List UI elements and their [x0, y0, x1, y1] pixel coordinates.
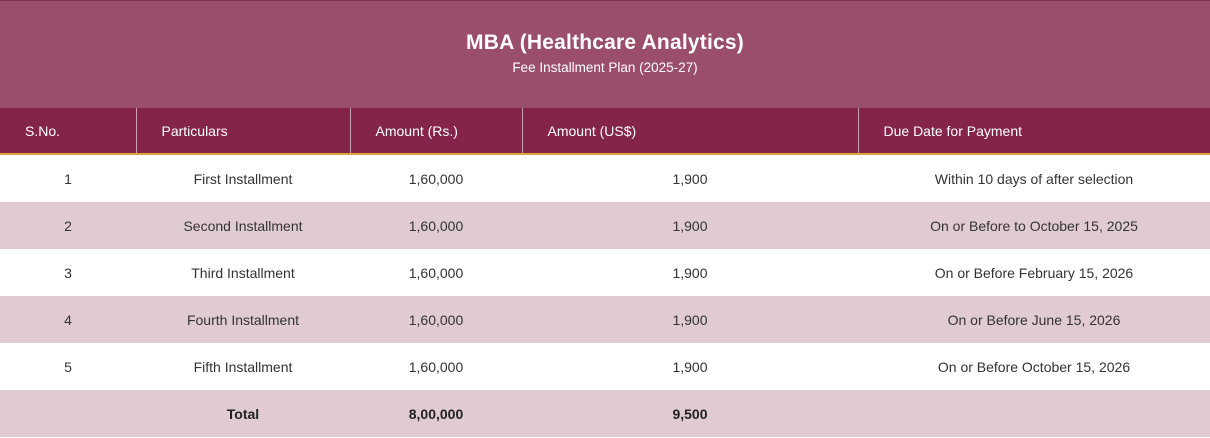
table-head: S.No. Particulars Amount (Rs.) Amount (US$)…: [0, 108, 1210, 155]
table-cell: 1,900: [522, 296, 858, 343]
banner: MBA (Healthcare Analytics) Fee Installme…: [0, 0, 1210, 108]
title: MBA (Healthcare Analytics): [466, 31, 744, 54]
table-cell: 1,900: [672, 264, 708, 281]
table-cell: First Installment: [193, 170, 293, 187]
header-row: S.No. Particulars Amount (Rs.) Amount (US$)…: [0, 108, 1210, 155]
table-cell: Fourth Installment: [136, 296, 350, 343]
table-cell: [0, 390, 136, 437]
table-cell: 4: [0, 296, 136, 343]
table-cell: On or Before June 15, 2026: [858, 296, 1210, 343]
table-body: 1 First Installment 1,60,000 1,900 Within 10…: [0, 154, 1210, 437]
table-row: 2 Second Installment 1,60,000 1,900 On or Be…: [0, 202, 1210, 249]
table-row: 4 Fourth Installment 1,60,000 1,900 On or Be…: [0, 296, 1210, 343]
column-header: Amount (Rs.): [349, 108, 522, 155]
fee-table: S.No. Particulars Amount (Rs.) Amount (US$)…: [0, 108, 1210, 437]
table-cell: Fifth Installment: [193, 358, 293, 375]
total-amount-usd: 9,500: [522, 390, 858, 437]
table-cell: 1,60,000: [408, 358, 464, 375]
table-cell: Within 10 days of after selection: [934, 170, 1134, 187]
table-cell: On or Before October 15, 2026: [937, 358, 1131, 375]
table-row: 3 Third Installment 1,60,000 1,900 On or Bef…: [0, 249, 1210, 296]
table-cell: 1,900: [522, 202, 858, 249]
table-cell: Third Installment: [191, 264, 295, 281]
table-cell: 1,900: [672, 170, 708, 187]
column-header: Particulars: [135, 108, 350, 155]
total-amount-rs: 8,00,000: [350, 390, 522, 437]
total-row: Total 8,00,000 9,500: [0, 390, 1210, 437]
total-label: Total: [136, 390, 350, 437]
table-cell: 1,60,000: [350, 296, 522, 343]
table-cell: 3: [64, 264, 72, 281]
table-cell: On or Before February 15, 2026: [934, 264, 1134, 281]
table-cell: 1,60,000: [350, 202, 522, 249]
table-row: 5 Fifth Installment 1,60,000 1,900 On or Bef…: [0, 343, 1210, 390]
column-header: Due Date for Payment: [857, 108, 1210, 155]
table-cell: 5: [64, 358, 72, 375]
column-header: S.No.: [0, 108, 136, 155]
table-cell: 1,60,000: [408, 170, 464, 187]
table-cell: 1: [64, 170, 72, 187]
table-cell: On or Before to October 15, 2025: [858, 202, 1210, 249]
table-cell: [858, 390, 1210, 437]
subtitle: Fee Installment Plan (2025-27): [512, 60, 698, 75]
table-row: 1 First Installment 1,60,000 1,900 Within 10…: [0, 154, 1210, 202]
column-header: Amount (US$): [521, 108, 858, 155]
table-cell: 2: [0, 202, 136, 249]
table-cell: Second Installment: [136, 202, 350, 249]
table-cell: 1,900: [672, 358, 708, 375]
table-cell: 1,60,000: [408, 264, 464, 281]
